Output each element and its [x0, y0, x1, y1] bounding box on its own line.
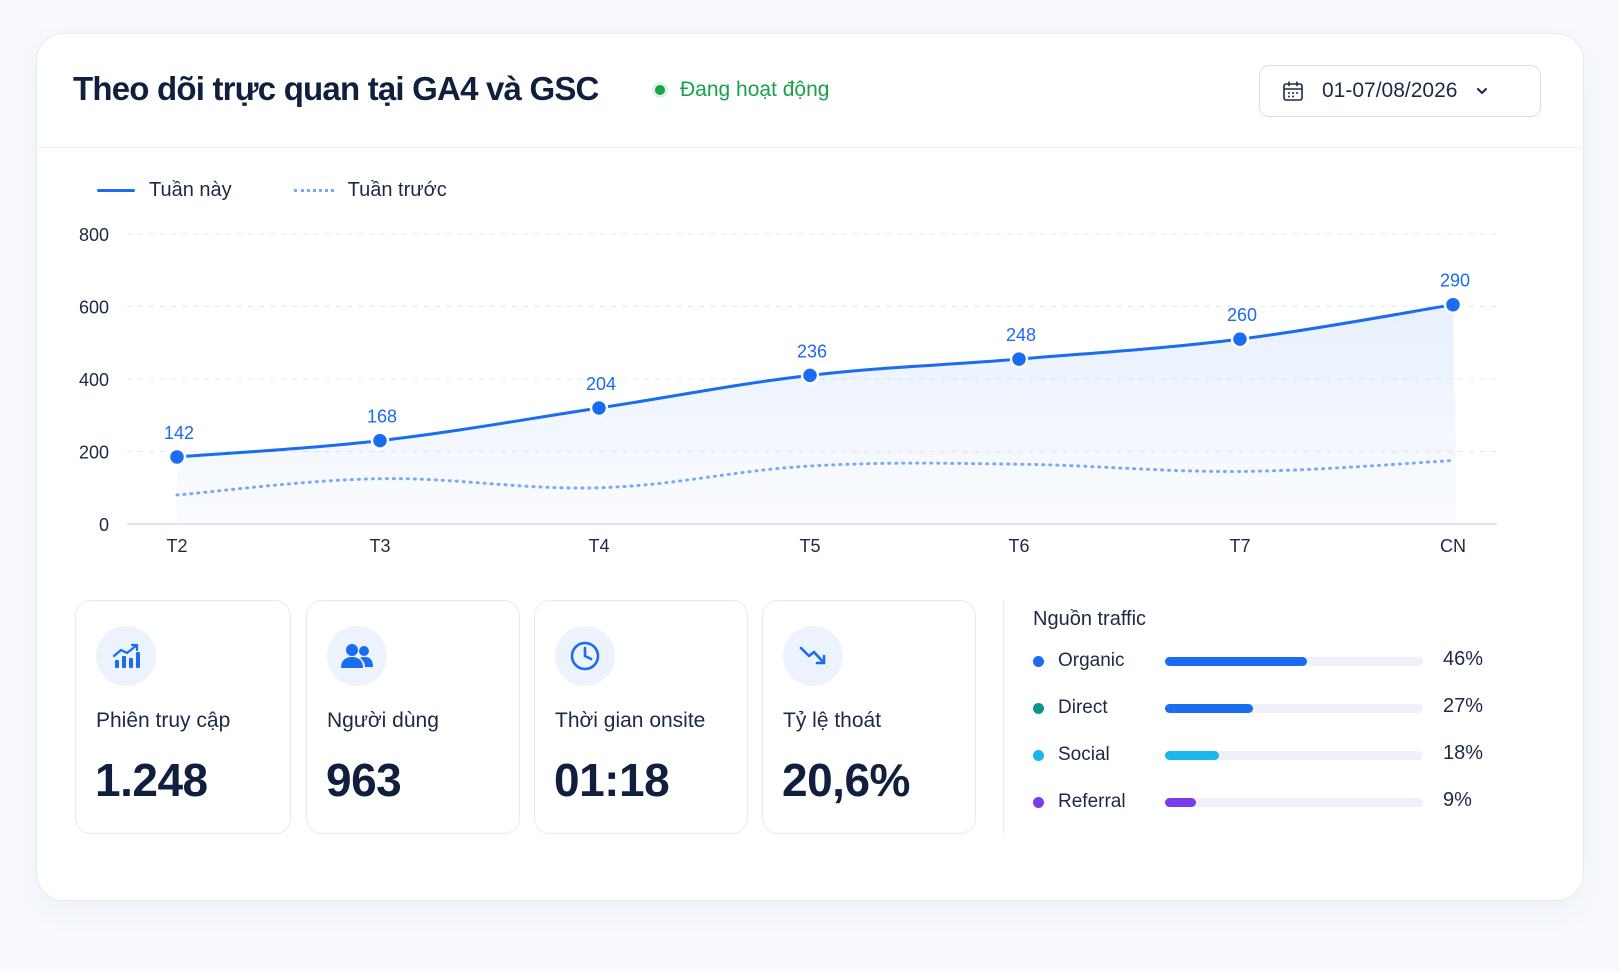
stat-value: 1.248 [95, 754, 208, 806]
y-tick-label: 800 [79, 225, 109, 245]
traffic-dot-icon [1033, 703, 1044, 714]
status-text: Đang hoạt động [680, 78, 830, 101]
traffic-bar-track [1165, 657, 1423, 666]
traffic-row-referral[interactable]: Referral 9% [1033, 787, 1553, 817]
traffic-source-name: Organic [1058, 650, 1125, 671]
y-tick-label: 400 [79, 370, 109, 390]
users-icon [327, 626, 387, 686]
stat-card-bounce-rate[interactable]: Tỷ lệ thoát 20,6% [762, 600, 976, 834]
stat-label: Người dùng [327, 709, 439, 732]
traffic-bar-fill [1165, 798, 1196, 807]
x-tick-label: T5 [799, 536, 820, 556]
status-dot-icon [655, 85, 665, 95]
traffic-row-direct[interactable]: Direct 27% [1033, 693, 1553, 723]
stat-label: Phiên truy cập [96, 709, 231, 732]
traffic-percent: 9% [1443, 789, 1472, 811]
stat-value: 963 [326, 754, 402, 806]
data-point [1443, 295, 1463, 314]
traffic-bar-fill [1165, 657, 1307, 666]
data-point [1009, 349, 1029, 369]
data-label: 260 [1227, 305, 1257, 325]
stat-value: 20,6% [782, 754, 910, 806]
x-tick-label: CN [1440, 536, 1466, 556]
x-tick-label: T6 [1008, 536, 1029, 556]
y-tick-label: 0 [99, 515, 109, 535]
traffic-percent: 18% [1443, 742, 1484, 764]
traffic-dot-icon [1033, 797, 1044, 808]
data-point [167, 447, 187, 467]
data-point [1230, 329, 1250, 349]
x-tick-label: T2 [166, 536, 187, 556]
data-label: 290 [1440, 271, 1470, 291]
legend-this-week[interactable]: Tuần này [97, 179, 232, 202]
traffic-line-chart: 0 200 400 600 800 T2 T3 T4 T5 T6 T7 CN 142 168 204 236… [79, 225, 1497, 556]
data-label: 168 [367, 407, 397, 427]
y-tick-label: 600 [79, 298, 109, 318]
stat-card-onsite-time[interactable]: Thời gian onsite 01:18 [534, 600, 748, 834]
data-label: 236 [797, 341, 827, 361]
series-area-this-week [177, 304, 1457, 524]
stat-card-users[interactable]: Người dùng 963 [306, 600, 520, 834]
data-label: 142 [164, 423, 194, 443]
card-header: Theo dõi trực quan tại GA4 và GSC Đang h… [37, 34, 1583, 148]
legend-dotted-line-icon [293, 189, 334, 192]
traffic-source-name: Direct [1058, 697, 1108, 718]
traffic-bar-fill [1165, 704, 1253, 713]
chart-growth-icon [96, 626, 156, 686]
legend-solid-line-icon [97, 189, 135, 192]
x-tick-label: T7 [1229, 536, 1250, 556]
dashboard-card: Theo dõi trực quan tại GA4 và GSC Đang h… [36, 33, 1584, 901]
data-point [370, 431, 390, 450]
traffic-percent: 27% [1443, 695, 1484, 717]
date-range-picker[interactable]: 01-07/08/2026 [1259, 65, 1541, 117]
traffic-source-name: Social [1058, 744, 1110, 765]
chart-legend: Tuần này Tuần trước [97, 179, 509, 202]
series-line-last-week [175, 459, 1455, 497]
traffic-bar-track [1165, 798, 1423, 807]
divider [1003, 600, 1004, 834]
data-point [800, 366, 820, 385]
legend-label: Tuần này [149, 179, 232, 201]
traffic-dot-icon [1033, 750, 1044, 761]
stat-value: 01:18 [554, 754, 670, 806]
traffic-dot-icon [1033, 656, 1044, 667]
traffic-row-organic[interactable]: Organic 46% [1033, 646, 1553, 676]
data-label: 204 [586, 374, 616, 394]
page-title: Theo dõi trực quan tại GA4 và GSC [73, 70, 599, 107]
traffic-bar-fill [1165, 751, 1220, 760]
stat-card-sessions[interactable]: Phiên truy cập 1.248 [75, 600, 291, 834]
traffic-bar-track [1165, 751, 1423, 760]
y-tick-label: 200 [79, 443, 109, 463]
trend-down-icon [783, 626, 843, 686]
chevron-down-icon [1475, 84, 1489, 98]
traffic-source-name: Referral [1058, 791, 1126, 812]
status-indicator: Đang hoạt động [655, 78, 829, 102]
traffic-percent: 46% [1443, 648, 1484, 670]
x-tick-label: T3 [369, 536, 390, 556]
clock-icon [555, 626, 615, 686]
calendar-icon [1282, 80, 1304, 102]
traffic-bar-track [1165, 704, 1423, 713]
date-range-value: 01-07/08/2026 [1322, 79, 1458, 102]
legend-last-week[interactable]: Tuần trước [293, 179, 447, 202]
data-label: 248 [1006, 325, 1036, 345]
stat-label: Tỷ lệ thoát [783, 709, 882, 732]
legend-label: Tuần trước [347, 179, 447, 201]
traffic-row-social[interactable]: Social 18% [1033, 740, 1553, 770]
traffic-sources-title: Nguồn traffic [1033, 608, 1147, 630]
x-tick-label: T4 [588, 536, 609, 556]
data-point [589, 398, 609, 418]
stat-label: Thời gian onsite [555, 709, 706, 732]
